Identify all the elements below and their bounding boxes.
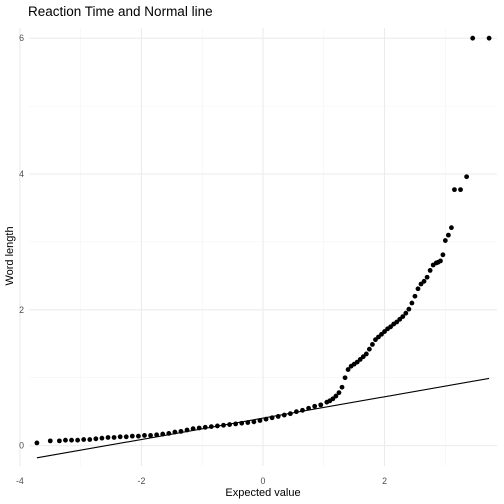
data-point xyxy=(275,414,281,419)
data-point xyxy=(438,258,443,264)
data-point xyxy=(81,437,87,442)
data-point xyxy=(363,351,369,357)
data-point xyxy=(269,415,275,421)
data-point xyxy=(166,431,172,436)
data-point xyxy=(148,433,153,438)
data-point xyxy=(452,187,457,193)
chart-title: Reaction Time and Normal line xyxy=(28,4,213,19)
data-point xyxy=(409,300,415,306)
data-point xyxy=(281,412,287,418)
data-point xyxy=(403,310,409,316)
data-point xyxy=(287,411,293,417)
data-point xyxy=(221,422,226,428)
x-tick-label: -4 xyxy=(16,476,24,486)
y-tick-label: 2 xyxy=(19,305,24,315)
data-point xyxy=(69,437,74,443)
data-point xyxy=(442,238,448,243)
data-point xyxy=(312,403,318,409)
data-point xyxy=(129,433,135,439)
data-point xyxy=(333,393,339,399)
data-point xyxy=(160,431,166,437)
data-point xyxy=(415,286,421,292)
y-tick-label: 0 xyxy=(19,441,24,451)
data-point xyxy=(406,306,412,312)
data-point xyxy=(227,422,232,427)
data-point xyxy=(87,437,93,442)
data-point xyxy=(251,419,257,425)
data-point xyxy=(117,434,123,440)
data-point xyxy=(370,342,375,347)
reference-line-group xyxy=(36,377,490,459)
data-point xyxy=(202,424,208,430)
data-point xyxy=(263,416,269,422)
data-point xyxy=(239,420,245,426)
data-point xyxy=(336,390,342,396)
data-point xyxy=(111,435,117,440)
data-point xyxy=(47,438,53,444)
data-point xyxy=(427,268,433,273)
data-point xyxy=(470,35,476,41)
normal-reference-line xyxy=(36,377,490,459)
grid xyxy=(19,28,497,466)
data-point xyxy=(172,429,178,435)
data-point xyxy=(339,384,345,390)
data-point xyxy=(440,252,446,258)
y-axis-title: Word length xyxy=(4,226,16,285)
data-point xyxy=(345,367,351,372)
data-point xyxy=(318,402,324,408)
data-point xyxy=(449,225,454,231)
y-axis-ticks: 0 2 4 6 xyxy=(19,33,24,450)
data-point xyxy=(105,435,111,440)
data-point xyxy=(458,187,463,193)
data-point xyxy=(75,437,81,443)
data-point xyxy=(142,433,147,438)
data-point xyxy=(400,314,406,320)
data-point xyxy=(215,423,220,429)
x-axis-ticks: -4 -2 0 2 xyxy=(16,476,387,486)
y-tick-label: 6 xyxy=(19,33,24,43)
data-point xyxy=(208,424,214,430)
x-tick-label: 2 xyxy=(382,476,387,486)
data-point xyxy=(421,278,427,284)
data-point xyxy=(342,375,348,381)
data-point xyxy=(412,293,418,299)
data-point xyxy=(233,421,239,427)
data-point xyxy=(306,405,311,411)
data-point xyxy=(136,433,141,439)
data-point xyxy=(294,409,299,415)
data-point xyxy=(257,418,263,423)
data-point xyxy=(366,346,372,352)
data-point xyxy=(99,435,105,441)
data-point xyxy=(34,440,40,446)
data-points xyxy=(34,35,492,446)
x-axis-title: Expected value xyxy=(225,487,300,499)
data-point xyxy=(445,232,451,238)
data-point xyxy=(123,434,129,440)
data-point xyxy=(196,425,202,431)
y-tick-label: 4 xyxy=(19,169,24,179)
x-tick-label: -2 xyxy=(138,476,146,486)
data-point xyxy=(190,426,196,432)
data-point xyxy=(245,420,251,425)
data-point xyxy=(93,436,99,442)
data-point xyxy=(486,35,492,41)
data-point xyxy=(464,174,470,180)
data-point xyxy=(154,432,160,438)
data-point xyxy=(424,274,430,280)
data-point xyxy=(63,437,68,443)
data-point xyxy=(178,428,184,434)
data-point xyxy=(56,438,62,444)
data-point xyxy=(184,427,190,433)
x-tick-label: 0 xyxy=(261,476,266,486)
data-point xyxy=(300,407,305,413)
